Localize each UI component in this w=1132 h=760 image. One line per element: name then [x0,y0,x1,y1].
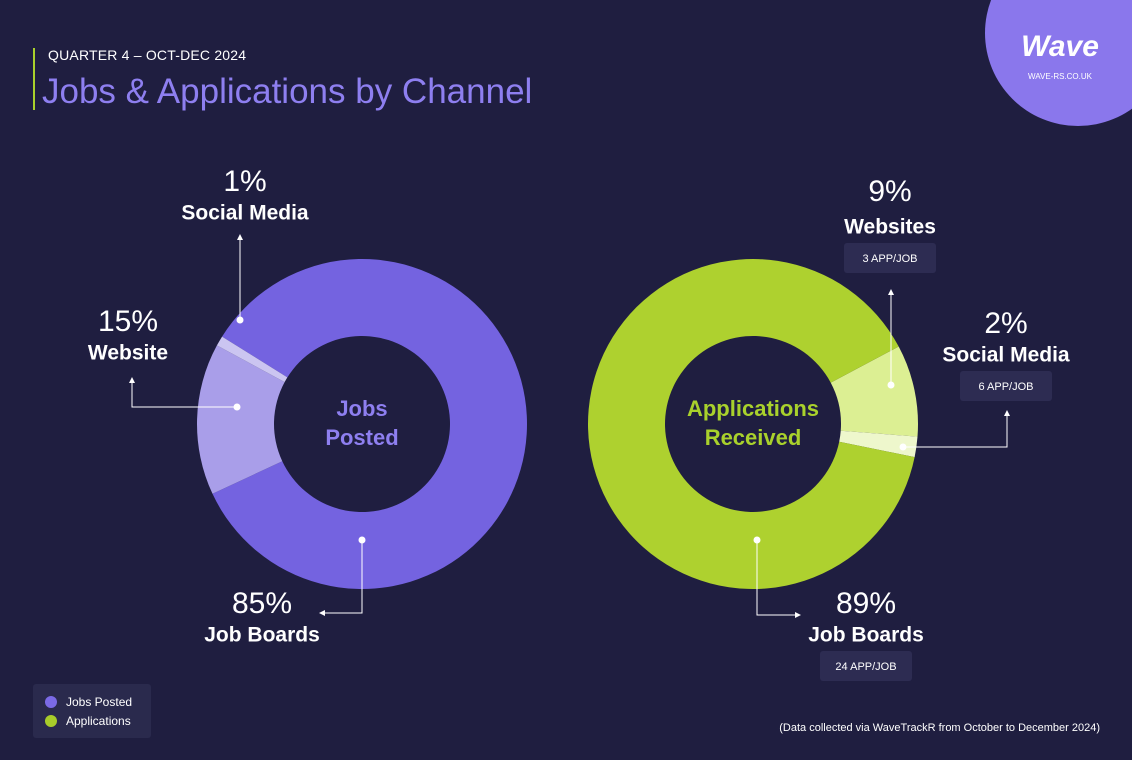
logo-name: Wave [1021,30,1099,63]
legend [33,684,151,738]
leader-dot [236,316,244,324]
leader-line [129,377,237,408]
leader-dot [233,403,241,411]
leader-line [319,540,363,616]
annotation: 24 APP/JOB [835,661,896,673]
annotation: 6 APP/JOB [978,381,1033,393]
category-label: Websites [844,216,936,239]
category-label: Social Media [181,202,309,225]
annotation: 3 APP/JOB [862,253,917,265]
donut-center-label: Jobs Posted [325,396,399,450]
value-label: 85% [232,587,292,620]
donut-segment [839,430,918,458]
donut-segment [588,259,915,590]
donut-segment [830,346,918,437]
legend-swatch [45,715,57,727]
annotation-badge [820,651,912,681]
legend-swatch [45,696,57,708]
donut-center-label: Applications Received [686,396,819,450]
value-label: 89% [836,587,896,620]
value-label: 15% [98,305,158,338]
header-title: Jobs & Applications by Channel [42,72,533,111]
annotation-badge [844,243,936,273]
donut-segment [216,336,288,383]
donut-segment [196,345,285,494]
category-label: Job Boards [808,624,924,647]
leader-dot [753,536,761,544]
leader-dot [358,536,366,544]
legend-label: Applications [66,714,131,728]
leader-dot [899,443,907,451]
header-bar [33,48,35,110]
leader-line [756,540,801,618]
donut-segment [212,259,528,589]
category-label: Website [88,342,168,365]
value-label: 1% [223,165,266,198]
header-subtitle: QUARTER 4 – OCT-DEC 2024 [48,47,247,63]
legend-label: Jobs Posted [66,695,132,709]
category-label: Job Boards [204,624,320,647]
leader-dot [887,381,895,389]
category-label: Social Media [942,344,1070,367]
annotation-badge [960,371,1052,401]
leader-line [903,410,1010,448]
value-label: 2% [984,307,1027,340]
logo-url: WAVE-RS.CO.UK [1027,72,1092,81]
footnote: (Data collected via WaveTrackR from Octo… [779,722,1100,734]
value-label: 9% [868,175,911,208]
